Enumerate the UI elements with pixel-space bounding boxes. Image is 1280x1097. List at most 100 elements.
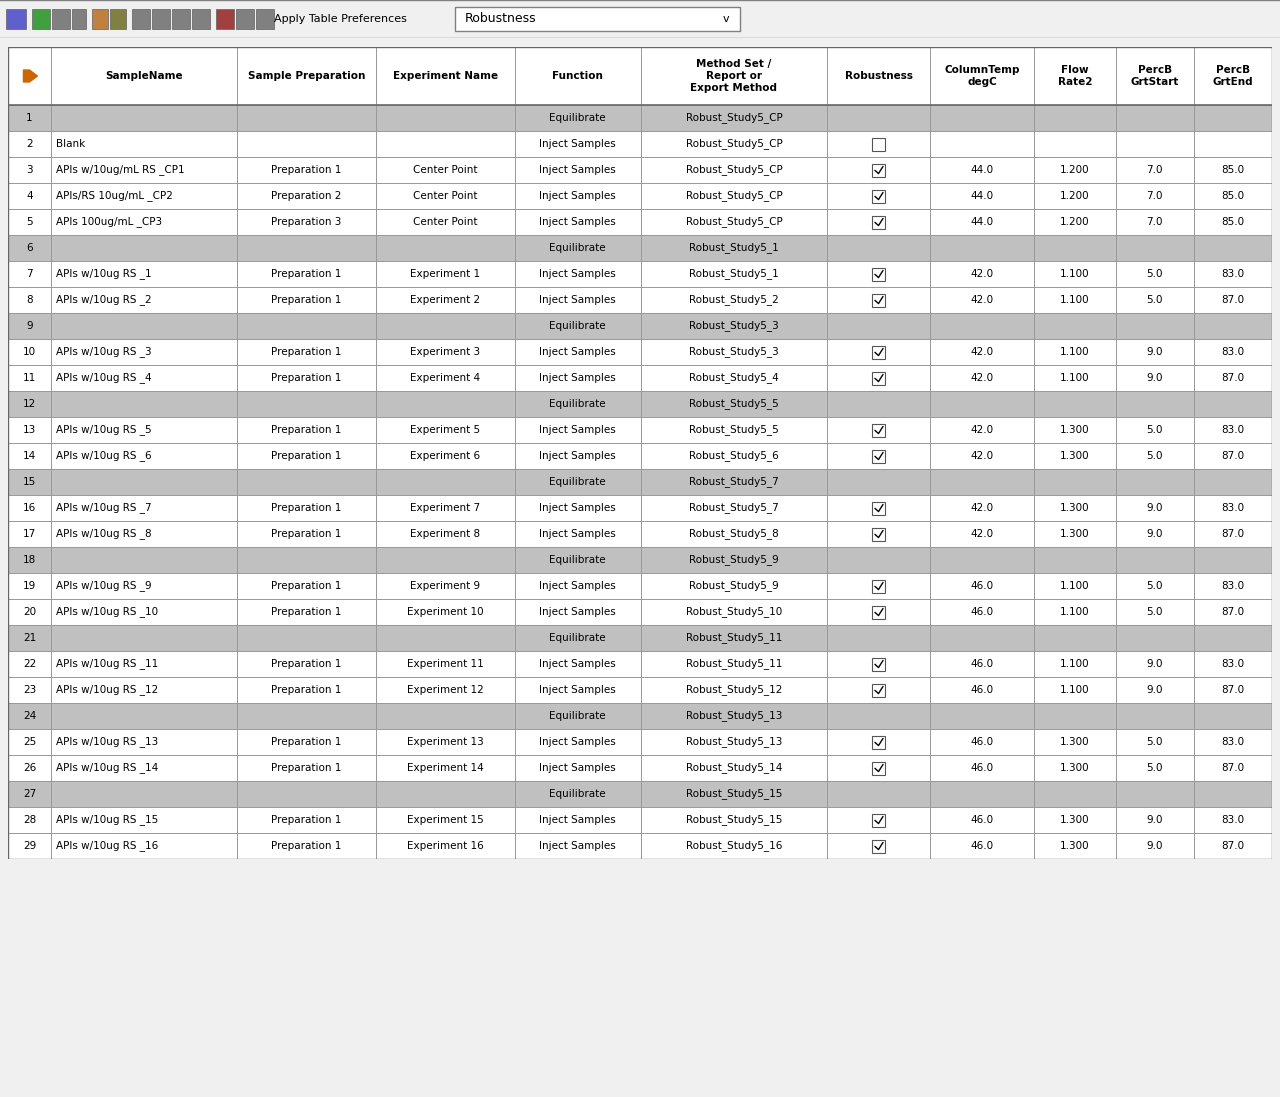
Text: Preparation 1: Preparation 1 [271, 685, 342, 695]
Text: 1.300: 1.300 [1060, 815, 1089, 825]
Text: 19: 19 [23, 581, 36, 591]
Bar [515, 781, 640, 807]
Bar [1194, 210, 1272, 235]
Text: 87.0: 87.0 [1221, 295, 1244, 305]
Bar [827, 807, 931, 833]
Bar [827, 521, 931, 547]
Bar [376, 625, 515, 651]
Bar [376, 573, 515, 599]
Bar [931, 703, 1034, 730]
Bar [237, 781, 376, 807]
Text: Experiment 9: Experiment 9 [410, 581, 480, 591]
Text: Experiment 16: Experiment 16 [407, 841, 484, 851]
Bar [8, 261, 51, 287]
Bar [1034, 677, 1116, 703]
Bar [1034, 755, 1116, 781]
Bar [8, 391, 51, 417]
Text: 46.0: 46.0 [970, 764, 993, 773]
Bar [51, 547, 237, 573]
Text: Robust_Study5_1: Robust_Study5_1 [689, 242, 778, 253]
Text: 9.0: 9.0 [1147, 659, 1164, 669]
Text: APIs w/10ug RS _3: APIs w/10ug RS _3 [56, 347, 151, 358]
Bar [237, 47, 376, 105]
Bar [640, 157, 827, 183]
Bar [51, 703, 237, 730]
Bar [1034, 625, 1116, 651]
Bar [8, 210, 51, 235]
Text: 83.0: 83.0 [1221, 737, 1244, 747]
Text: Experiment 3: Experiment 3 [410, 347, 480, 357]
Bar [51, 313, 237, 339]
Bar [640, 521, 827, 547]
Text: Preparation 1: Preparation 1 [271, 815, 342, 825]
Text: Robust_Study5_4: Robust_Study5_4 [689, 373, 778, 384]
Bar [1116, 703, 1194, 730]
Bar [8, 157, 51, 183]
Bar [51, 105, 237, 131]
Text: Robust_Study5_CP: Robust_Study5_CP [686, 216, 782, 227]
Text: v: v [723, 14, 730, 24]
Text: Inject Samples: Inject Samples [539, 139, 616, 149]
Bar [872, 606, 886, 619]
Text: 9.0: 9.0 [1147, 373, 1164, 383]
Text: 1.100: 1.100 [1060, 659, 1089, 669]
Bar [827, 651, 931, 677]
Text: Robust_Study5_CP: Robust_Study5_CP [686, 138, 782, 149]
Text: Preparation 1: Preparation 1 [271, 841, 342, 851]
Text: Preparation 1: Preparation 1 [271, 581, 342, 591]
Bar [237, 157, 376, 183]
Bar [827, 47, 931, 105]
Text: Preparation 3: Preparation 3 [271, 217, 342, 227]
Bar [515, 495, 640, 521]
Text: Center Point: Center Point [413, 191, 477, 201]
Text: 42.0: 42.0 [970, 269, 993, 279]
Text: Equilibrate: Equilibrate [549, 113, 605, 123]
Text: 24: 24 [23, 711, 36, 721]
Bar [376, 47, 515, 105]
Bar [515, 391, 640, 417]
Text: Experiment 5: Experiment 5 [410, 425, 480, 436]
Bar [640, 339, 827, 365]
Text: 5.0: 5.0 [1147, 269, 1164, 279]
Text: Equilibrate: Equilibrate [549, 477, 605, 487]
Bar [237, 339, 376, 365]
Bar [8, 547, 51, 573]
Bar [931, 287, 1034, 313]
Text: 5.0: 5.0 [1147, 581, 1164, 591]
Bar [51, 287, 237, 313]
Text: 13: 13 [23, 425, 36, 436]
Bar [1116, 730, 1194, 755]
Bar [1194, 677, 1272, 703]
Bar [1034, 210, 1116, 235]
Bar [1194, 547, 1272, 573]
Text: 46.0: 46.0 [970, 607, 993, 617]
Bar [1034, 183, 1116, 210]
Text: Preparation 1: Preparation 1 [271, 504, 342, 513]
Text: 1.100: 1.100 [1060, 373, 1089, 383]
Bar [8, 339, 51, 365]
Text: Function: Function [552, 71, 603, 81]
Bar [1194, 365, 1272, 391]
Text: 46.0: 46.0 [970, 815, 993, 825]
Bar [237, 105, 376, 131]
Bar [640, 807, 827, 833]
Bar [1034, 365, 1116, 391]
Bar [51, 391, 237, 417]
Text: 5.0: 5.0 [1147, 451, 1164, 461]
Bar [515, 339, 640, 365]
Bar [376, 339, 515, 365]
Text: 29: 29 [23, 841, 36, 851]
Bar [237, 183, 376, 210]
Text: Experiment 10: Experiment 10 [407, 607, 484, 617]
Bar [931, 807, 1034, 833]
Text: 22: 22 [23, 659, 36, 669]
Text: Robust_Study5_5: Robust_Study5_5 [689, 398, 778, 409]
Bar [51, 210, 237, 235]
Bar [376, 105, 515, 131]
Text: 8: 8 [26, 295, 33, 305]
Bar [51, 47, 237, 105]
Text: 85.0: 85.0 [1221, 165, 1244, 176]
Text: Equilibrate: Equilibrate [549, 789, 605, 799]
Text: Robust_Study5_13: Robust_Study5_13 [686, 736, 782, 747]
Bar [515, 157, 640, 183]
